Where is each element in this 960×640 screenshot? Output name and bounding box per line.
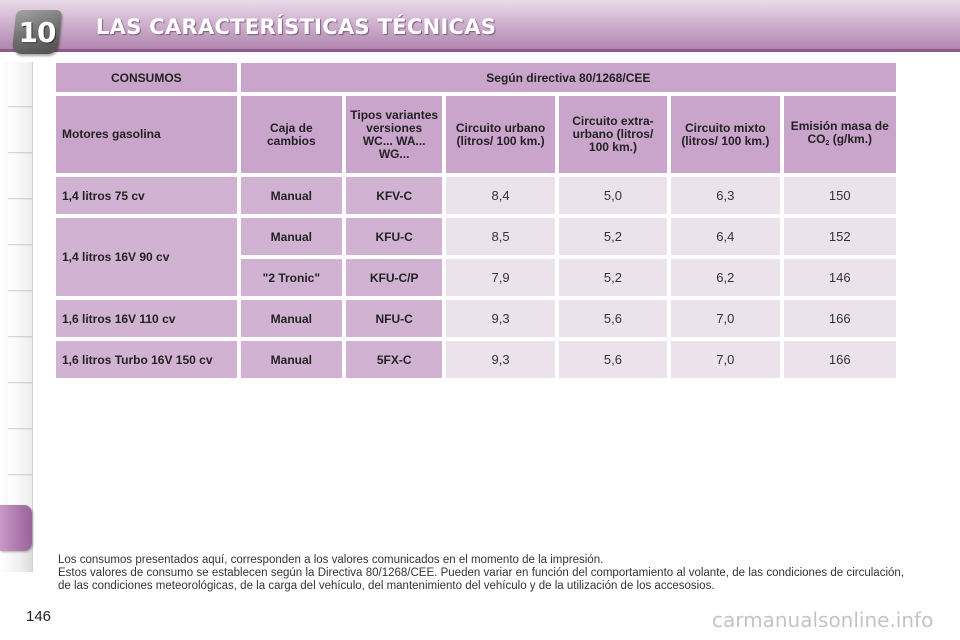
row-gearbox: Manual: [240, 218, 343, 255]
row-type: KFU-C: [346, 218, 443, 255]
col-types: Tipos variantes versiones WC... WA... WG…: [346, 96, 443, 173]
row-mixed: 7,0: [671, 300, 780, 337]
row-engine: 1,4 litros 75 cv: [56, 177, 237, 214]
row-co2: 166: [783, 341, 896, 378]
footnotes: Los consumos presentados aquí, correspon…: [58, 554, 904, 593]
chapter-tab[interactable]: [8, 292, 32, 337]
row-co2: 146: [783, 259, 896, 296]
col-mixed: Circuito mixto (litros/ 100 km.): [671, 96, 780, 173]
header-consumos: CONSUMOS: [56, 63, 237, 92]
co2-prefix: Emisión masa de CO: [790, 118, 889, 146]
row-engine: 1,6 litros Turbo 16V 150 cv: [56, 341, 237, 378]
page-number: 146: [26, 608, 52, 625]
chapter-tab[interactable]: [8, 384, 32, 429]
footnote-line-2: Estos valores de consumo se establecen s…: [58, 567, 904, 592]
chapter-tab-active[interactable]: [0, 505, 32, 551]
row-type: KFU-C/P: [346, 259, 443, 296]
row-gearbox: Manual: [240, 177, 343, 214]
footnote-line-1: Los consumos presentados aquí, correspon…: [58, 554, 604, 566]
consumption-table: CONSUMOS Según directiva 80/1268/CEE Mot…: [52, 59, 900, 382]
row-mixed: 6,2: [671, 259, 780, 296]
table-row: 1,6 litros Turbo 16V 150 cv Manual 5FX-C…: [56, 341, 896, 378]
chapter-tab[interactable]: [8, 62, 32, 107]
row-extra-urban: 5,6: [558, 300, 668, 337]
row-urban: 9,3: [446, 300, 555, 337]
chapter-tab-strip: [0, 62, 33, 572]
table-row: 1,6 litros 16V 110 cv Manual NFU-C 9,3 5…: [56, 300, 896, 337]
table-row: "2 Tronic" KFU-C/P 7,9 5,2 6,2 146: [56, 259, 896, 296]
col-extra-urban: Circuito extra-urbano (litros/ 100 km.): [558, 96, 668, 173]
row-extra-urban: 5,6: [558, 341, 668, 378]
table-row: 1,4 litros 16V 90 cv Manual KFU-C 8,5 5,…: [56, 218, 896, 296]
table-header-row: CONSUMOS Según directiva 80/1268/CEE: [56, 63, 896, 92]
col-urban: Circuito urbano (litros/ 100 km.): [446, 96, 555, 173]
chapter-tab[interactable]: [8, 108, 32, 153]
co2-suffix: (g/km.): [829, 131, 873, 146]
header-directive: Según directiva 80/1268/CEE: [240, 63, 896, 92]
row-extra-urban: 5,2: [558, 218, 668, 255]
col-engine: Motores gasolina: [56, 96, 237, 173]
header-divider: [0, 49, 960, 52]
watermark: carmanualsonline.info: [712, 608, 934, 632]
table-column-headers: Motores gasolina Caja de cambios Tipos v…: [56, 96, 896, 173]
row-co2: 152: [783, 218, 896, 255]
chapter-tab[interactable]: [8, 200, 32, 245]
row-urban: 9,3: [446, 341, 555, 378]
chapter-tab[interactable]: [8, 154, 32, 199]
row-extra-urban: 5,0: [558, 177, 668, 214]
row-engine: 1,4 litros 16V 90 cv: [56, 218, 237, 296]
chapter-tab[interactable]: [8, 338, 32, 383]
row-engine: 1,6 litros 16V 110 cv: [56, 300, 237, 337]
table-row: 1,4 litros 75 cv Manual KFV-C 8,4 5,0 6,…: [56, 177, 896, 214]
row-extra-urban: 5,2: [558, 259, 668, 296]
row-co2: 150: [783, 177, 896, 214]
chapter-number: 10: [18, 15, 57, 49]
col-co2: Emisión masa de CO2 (g/km.): [783, 96, 896, 173]
header-band: [0, 0, 960, 50]
row-type: NFU-C: [346, 300, 443, 337]
row-type: KFV-C: [346, 177, 443, 214]
row-gearbox: Manual: [240, 341, 343, 378]
row-urban: 8,5: [446, 218, 555, 255]
row-mixed: 6,4: [671, 218, 780, 255]
row-type: 5FX-C: [346, 341, 443, 378]
co2-subscript: 2: [825, 139, 830, 147]
row-mixed: 6,3: [671, 177, 780, 214]
row-co2: 166: [783, 300, 896, 337]
col-gearbox: Caja de cambios: [240, 96, 343, 173]
row-gearbox: Manual: [240, 300, 343, 337]
row-mixed: 7,0: [671, 341, 780, 378]
page-title: LAS CARACTERÍSTICAS TÉCNICAS: [96, 15, 497, 39]
chapter-tab[interactable]: [8, 246, 32, 291]
row-gearbox: "2 Tronic": [240, 259, 343, 296]
row-urban: 8,4: [446, 177, 555, 214]
chapter-tab[interactable]: [8, 430, 32, 475]
row-urban: 7,9: [446, 259, 555, 296]
